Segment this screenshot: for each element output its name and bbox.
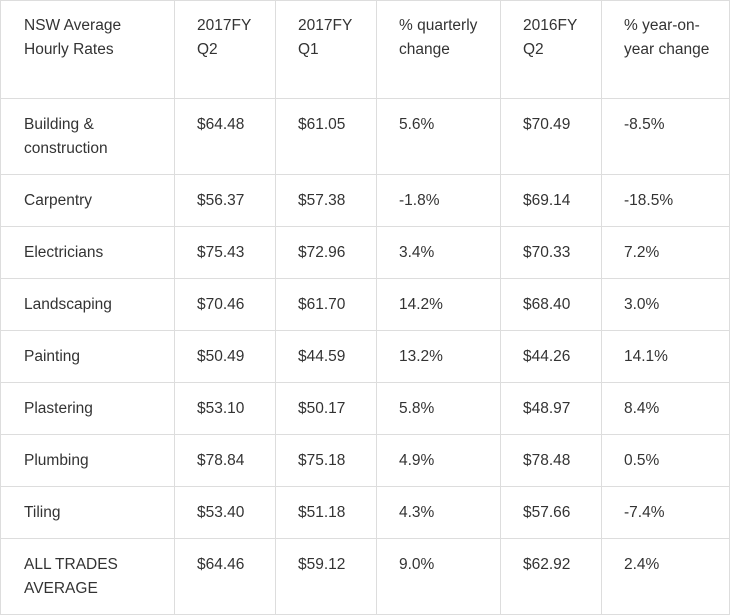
table-row: Landscaping $70.46 $61.70 14.2% $68.40 3…: [0, 278, 730, 331]
cell-2017fy-q2: $64.46: [174, 538, 276, 615]
header-2017fy-q2: 2017FY Q2: [174, 0, 276, 99]
cell-yoy-change: 14.1%: [601, 330, 730, 383]
table-row: Tiling $53.40 $51.18 4.3% $57.66 -7.4%: [0, 486, 730, 539]
cell-2017fy-q2: $78.84: [174, 434, 276, 487]
cell-trade: Landscaping: [0, 278, 175, 331]
cell-2016fy-q2: $68.40: [500, 278, 602, 331]
cell-2017fy-q2: $53.10: [174, 382, 276, 435]
cell-yoy-change: 7.2%: [601, 226, 730, 279]
cell-2017fy-q1: $72.96: [275, 226, 377, 279]
table-row: Plastering $53.10 $50.17 5.8% $48.97 8.4…: [0, 382, 730, 435]
cell-2017fy-q2: $56.37: [174, 174, 276, 227]
table-row: ALL TRADES AVERAGE $64.46 $59.12 9.0% $6…: [0, 538, 730, 615]
cell-quarterly-change: -1.8%: [376, 174, 501, 227]
table-row: Electricians $75.43 $72.96 3.4% $70.33 7…: [0, 226, 730, 279]
header-yoy-change: % year-on-year change: [601, 0, 730, 99]
cell-2016fy-q2: $70.49: [500, 98, 602, 175]
cell-trade: Painting: [0, 330, 175, 383]
cell-2017fy-q1: $50.17: [275, 382, 377, 435]
cell-quarterly-change: 5.8%: [376, 382, 501, 435]
table-header: NSW Average Hourly Rates 2017FY Q2 2017F…: [0, 0, 730, 99]
cell-2016fy-q2: $78.48: [500, 434, 602, 487]
cell-2016fy-q2: $44.26: [500, 330, 602, 383]
cell-trade: Plastering: [0, 382, 175, 435]
cell-2016fy-q2: $69.14: [500, 174, 602, 227]
cell-2017fy-q1: $57.38: [275, 174, 377, 227]
cell-trade: Building & construction: [0, 98, 175, 175]
cell-trade: Tiling: [0, 486, 175, 539]
cell-trade: Carpentry: [0, 174, 175, 227]
header-2016fy-q2: 2016FY Q2: [500, 0, 602, 99]
cell-2016fy-q2: $48.97: [500, 382, 602, 435]
cell-2017fy-q1: $61.70: [275, 278, 377, 331]
header-2017fy-q1: 2017FY Q1: [275, 0, 377, 99]
table-body: Building & construction $64.48 $61.05 5.…: [0, 98, 730, 615]
cell-2017fy-q2: $70.46: [174, 278, 276, 331]
cell-quarterly-change: 13.2%: [376, 330, 501, 383]
cell-trade: Electricians: [0, 226, 175, 279]
cell-2016fy-q2: $70.33: [500, 226, 602, 279]
cell-trade: ALL TRADES AVERAGE: [0, 538, 175, 615]
cell-quarterly-change: 5.6%: [376, 98, 501, 175]
cell-2017fy-q2: $75.43: [174, 226, 276, 279]
table-row: Painting $50.49 $44.59 13.2% $44.26 14.1…: [0, 330, 730, 383]
cell-2017fy-q1: $44.59: [275, 330, 377, 383]
table-row: Plumbing $78.84 $75.18 4.9% $78.48 0.5%: [0, 434, 730, 487]
cell-2017fy-q1: $61.05: [275, 98, 377, 175]
cell-yoy-change: -7.4%: [601, 486, 730, 539]
header-quarterly-change: % quarterly change: [376, 0, 501, 99]
table-row: Building & construction $64.48 $61.05 5.…: [0, 98, 730, 175]
table-row: Carpentry $56.37 $57.38 -1.8% $69.14 -18…: [0, 174, 730, 227]
cell-2017fy-q1: $75.18: [275, 434, 377, 487]
cell-quarterly-change: 4.9%: [376, 434, 501, 487]
cell-2017fy-q1: $59.12: [275, 538, 377, 615]
cell-2016fy-q2: $62.92: [500, 538, 602, 615]
header-trade: NSW Average Hourly Rates: [0, 0, 175, 99]
header-row: NSW Average Hourly Rates 2017FY Q2 2017F…: [0, 0, 730, 99]
cell-quarterly-change: 3.4%: [376, 226, 501, 279]
cell-2017fy-q1: $51.18: [275, 486, 377, 539]
cell-trade: Plumbing: [0, 434, 175, 487]
cell-2016fy-q2: $57.66: [500, 486, 602, 539]
cell-yoy-change: 3.0%: [601, 278, 730, 331]
cell-yoy-change: 8.4%: [601, 382, 730, 435]
cell-yoy-change: -18.5%: [601, 174, 730, 227]
cell-quarterly-change: 9.0%: [376, 538, 501, 615]
cell-2017fy-q2: $53.40: [174, 486, 276, 539]
cell-quarterly-change: 4.3%: [376, 486, 501, 539]
cell-yoy-change: 2.4%: [601, 538, 730, 615]
cell-quarterly-change: 14.2%: [376, 278, 501, 331]
cell-yoy-change: -8.5%: [601, 98, 730, 175]
cell-yoy-change: 0.5%: [601, 434, 730, 487]
cell-2017fy-q2: $50.49: [174, 330, 276, 383]
cell-2017fy-q2: $64.48: [174, 98, 276, 175]
